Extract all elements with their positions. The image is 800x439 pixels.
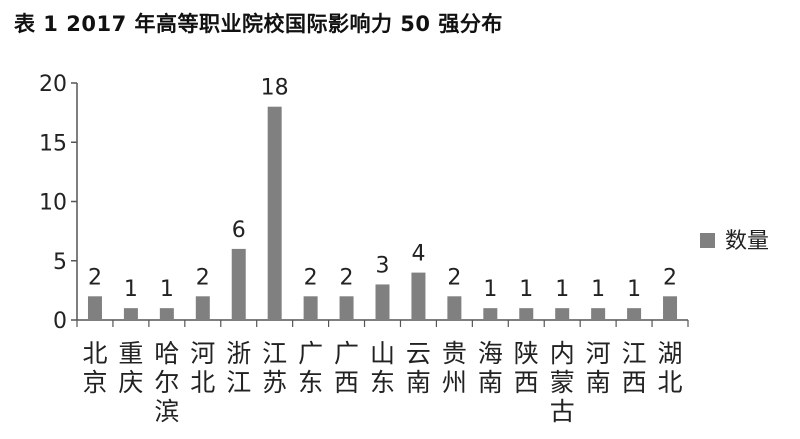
y-tick-label: 20: [39, 72, 67, 97]
y-tick-label: 0: [53, 309, 67, 334]
legend-swatch: [700, 233, 715, 248]
data-label: 3: [376, 253, 390, 278]
data-label: 2: [304, 265, 318, 290]
category-label: 山东: [370, 339, 395, 397]
category-label: 北京: [82, 339, 107, 397]
category-label: 湖北: [658, 339, 683, 397]
data-label: 2: [447, 265, 461, 290]
category-label: 内蒙古: [550, 339, 575, 426]
y-tick-label: 5: [53, 250, 67, 275]
data-label: 4: [411, 242, 425, 267]
y-tick-label: 15: [39, 131, 67, 156]
category-label: 江西: [622, 339, 647, 397]
bar: [159, 308, 174, 320]
data-label: 2: [196, 265, 210, 290]
bar: [303, 296, 318, 320]
bar: [555, 308, 570, 320]
bar: [519, 308, 534, 320]
bar: [87, 296, 102, 320]
y-tick-label: 10: [39, 191, 67, 216]
data-label: 1: [519, 277, 533, 302]
data-label: 1: [555, 277, 569, 302]
legend: 数量: [700, 229, 769, 254]
category-label: 河南: [586, 339, 611, 397]
bar: [591, 308, 606, 320]
bar: [267, 106, 282, 320]
bar: [375, 284, 390, 320]
bar: [195, 296, 210, 320]
bar: [447, 296, 462, 320]
category-label: 江苏: [262, 339, 287, 397]
data-label: 18: [261, 76, 289, 101]
category-label: 陕西: [514, 339, 539, 397]
legend-label: 数量: [725, 229, 769, 254]
data-label: 2: [340, 265, 354, 290]
data-label: 1: [124, 277, 138, 302]
category-label: 重庆: [118, 339, 143, 397]
category-label: 浙江: [226, 339, 251, 397]
category-label: 广西: [334, 339, 359, 397]
category-label: 哈尔滨: [154, 339, 179, 426]
category-label: 云南: [406, 339, 431, 397]
category-label: 广东: [298, 339, 323, 397]
bars: [87, 106, 678, 320]
bar: [411, 272, 426, 320]
chart-title: 表 1 2017 年高等职业院校国际影响力 50 强分布: [14, 12, 503, 36]
data-label: 1: [627, 277, 641, 302]
data-label: 2: [88, 265, 102, 290]
category-label: 贵州: [442, 339, 467, 397]
data-label: 1: [591, 277, 605, 302]
bar: [483, 308, 498, 320]
category-label: 海南: [478, 339, 503, 397]
data-label: 2: [663, 265, 677, 290]
bar: [231, 248, 246, 320]
data-label: 1: [483, 277, 497, 302]
bar: [663, 296, 678, 320]
data-label: 6: [232, 218, 246, 243]
data-label: 1: [160, 277, 174, 302]
bar: [123, 308, 138, 320]
bar: [339, 296, 354, 320]
bar: [627, 308, 642, 320]
category-label: 河北: [190, 339, 215, 397]
y-ticks: 0 5 10 15 20: [39, 72, 77, 334]
